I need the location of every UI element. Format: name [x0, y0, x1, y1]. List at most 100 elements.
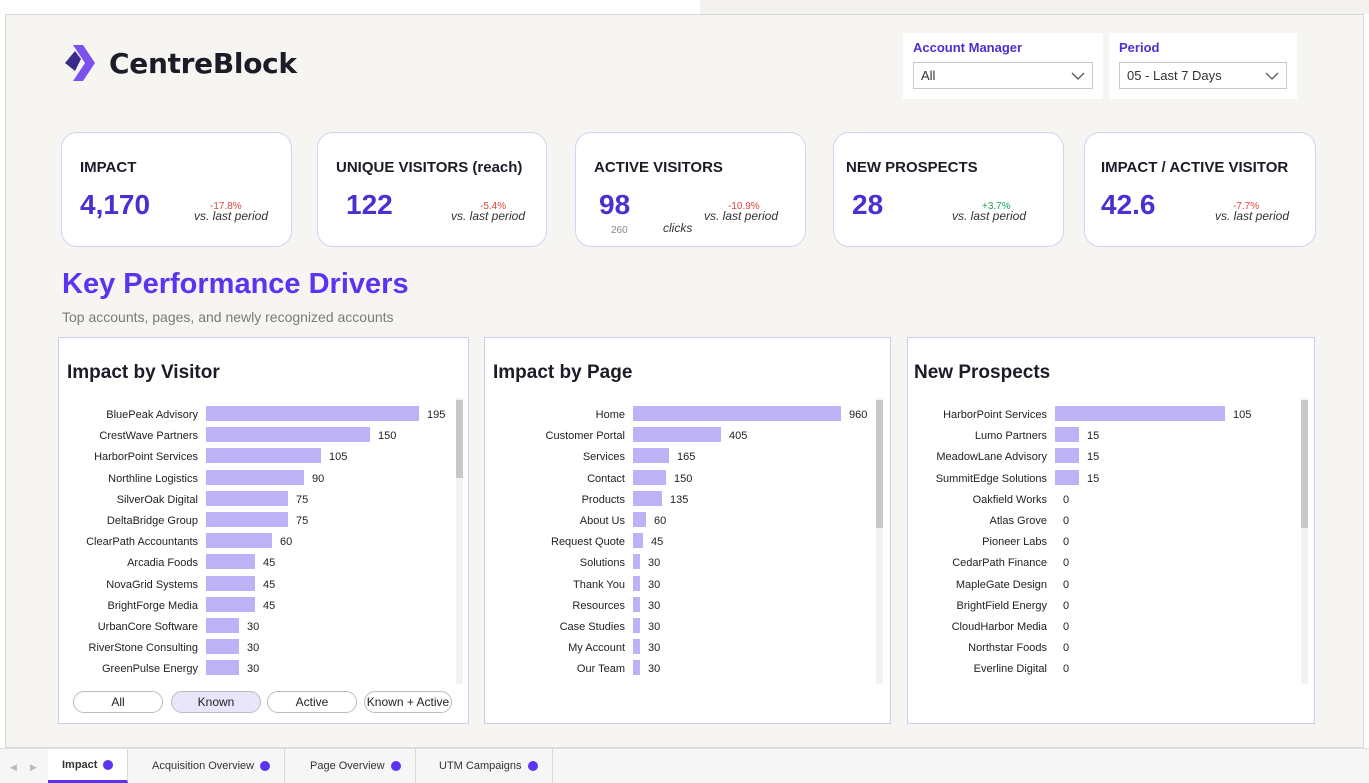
bar-value: 0 [1063, 578, 1070, 591]
bar-value: 45 [651, 536, 664, 549]
scrollbar[interactable] [876, 398, 883, 684]
bar-label: CloudHarbor Media [951, 621, 1047, 633]
bar[interactable] [633, 639, 640, 655]
bar-row[interactable]: Case Studies 30 [485, 617, 890, 638]
bar-row[interactable]: MeadowLane Advisory 15 [908, 447, 1314, 468]
bar[interactable] [633, 469, 666, 485]
bar-row[interactable]: Lumo Partners 15 [908, 426, 1314, 447]
bar[interactable] [206, 469, 304, 485]
bar[interactable] [633, 554, 640, 570]
bar-row[interactable]: Customer Portal 405 [485, 426, 890, 447]
bar-row[interactable]: ClearPath Accountants 60 [59, 532, 468, 553]
bar-row[interactable]: Products 135 [485, 490, 890, 511]
toggle-active[interactable]: Active [267, 691, 357, 713]
page-tab-bar: ◀ ▶ Impact Acquisition Overview Page Overv… [0, 748, 1369, 783]
bar[interactable] [206, 618, 239, 633]
scrollbar[interactable] [456, 398, 463, 684]
bar-value: 45 [263, 578, 276, 591]
bar-row[interactable]: RiverStone Consulting 30 [59, 638, 468, 659]
bar-row[interactable]: Solutions 30 [485, 553, 890, 574]
bar-row[interactable]: Atlas Grove 0 [908, 511, 1314, 532]
centreblock-logo-icon [65, 45, 95, 81]
bar[interactable] [633, 660, 640, 676]
bar-row[interactable]: Thank You 30 [485, 575, 890, 596]
bar-row[interactable]: DeltaBridge Group 75 [59, 511, 468, 532]
toggle-all[interactable]: All [73, 691, 163, 713]
bar-row[interactable]: Services 165 [485, 447, 890, 468]
period-dropdown[interactable]: 05 - Last 7 Days [1119, 62, 1287, 89]
bar-row[interactable]: HarborPoint Services 105 [908, 405, 1314, 426]
bar-row[interactable]: NovaGrid Systems 45 [59, 575, 468, 596]
bar-row[interactable]: BrightField Energy 0 [908, 596, 1314, 617]
bar-value: 30 [648, 599, 661, 612]
bar-row[interactable]: Arcadia Foods 45 [59, 553, 468, 574]
bar-value: 15 [1087, 451, 1100, 464]
bar[interactable] [633, 490, 662, 506]
scrollbar[interactable] [1301, 398, 1308, 684]
tab-page-overview[interactable]: Page Overview [296, 749, 416, 783]
tab-acquisition-overview[interactable]: Acquisition Overview [138, 749, 286, 783]
panel-new-prospects: New Prospects HarborPoint Services 105 Lum… [907, 337, 1315, 724]
bar-row[interactable]: BrightForge Media 45 [59, 596, 468, 617]
tab-utm-campaigns[interactable]: UTM Campaigns [425, 749, 553, 783]
toggle-known[interactable]: Known [171, 691, 261, 713]
bar-row[interactable]: SilverOak Digital 75 [59, 490, 468, 511]
bar[interactable] [206, 596, 255, 612]
bar-row[interactable]: Pioneer Labs 0 [908, 532, 1314, 553]
bar-row[interactable]: SummitEdge Solutions 15 [908, 469, 1314, 490]
bar[interactable] [633, 512, 646, 527]
bar[interactable] [206, 533, 272, 549]
bar-row[interactable]: Northstar Foods 0 [908, 638, 1314, 659]
bar[interactable] [206, 448, 321, 464]
toggle-known-active[interactable]: Known + Active [364, 691, 452, 713]
bar[interactable] [206, 427, 370, 443]
bar[interactable] [1055, 406, 1225, 421]
bar[interactable] [633, 427, 721, 443]
bar-row[interactable]: Our Team 30 [485, 659, 890, 680]
bar[interactable] [1055, 448, 1079, 464]
bar-row[interactable]: Everline Digital 0 [908, 659, 1314, 680]
scrollbar-thumb[interactable] [1301, 400, 1308, 528]
bar-row[interactable]: CloudHarbor Media 0 [908, 617, 1314, 638]
bar-row[interactable]: Home 960 [485, 405, 890, 426]
bar[interactable] [633, 596, 640, 612]
bar[interactable] [206, 512, 288, 527]
account-manager-dropdown[interactable]: All [913, 62, 1093, 89]
bar-row[interactable]: My Account 30 [485, 638, 890, 659]
bar-row[interactable]: MapleGate Design 0 [908, 575, 1314, 596]
bar[interactable] [633, 406, 841, 421]
bar[interactable] [1055, 427, 1079, 443]
bar-row[interactable]: Oakfield Works 0 [908, 490, 1314, 511]
bar[interactable] [206, 554, 255, 570]
bar[interactable] [206, 660, 239, 676]
bar-row[interactable]: GreenPulse Energy 30 [59, 659, 468, 680]
bar-row[interactable]: UrbanCore Software 30 [59, 617, 468, 638]
bar-row[interactable]: HarborPoint Services 105 [59, 447, 468, 468]
chevron-left-icon[interactable]: ◀ [10, 762, 17, 772]
chevron-right-icon[interactable]: ▶ [30, 762, 37, 772]
bar-row[interactable]: Northline Logistics 90 [59, 469, 468, 490]
bar-row[interactable]: Resources 30 [485, 596, 890, 617]
bar-row[interactable]: Contact 150 [485, 469, 890, 490]
bar-value: 30 [648, 578, 661, 591]
bar-row[interactable]: About Us 60 [485, 511, 890, 532]
tab-status-dot-icon [527, 761, 538, 771]
bar[interactable] [633, 575, 640, 591]
bar-value: 150 [674, 472, 693, 485]
tab-impact[interactable]: Impact [48, 749, 129, 783]
bar-label: RiverStone Consulting [88, 642, 198, 655]
bar-row[interactable]: CrestWave Partners 150 [59, 426, 468, 447]
bar[interactable] [633, 533, 643, 549]
bar[interactable] [633, 618, 640, 633]
bar-row[interactable]: BluePeak Advisory 195 [59, 405, 468, 426]
bar[interactable] [206, 406, 419, 421]
bar[interactable] [1055, 469, 1079, 485]
scrollbar-thumb[interactable] [456, 400, 463, 478]
scrollbar-thumb[interactable] [876, 400, 883, 528]
bar[interactable] [206, 639, 239, 655]
bar[interactable] [633, 448, 669, 464]
bar[interactable] [206, 490, 288, 506]
bar-row[interactable]: Request Quote 45 [485, 532, 890, 553]
bar[interactable] [206, 575, 255, 591]
bar-row[interactable]: CedarPath Finance 0 [908, 553, 1314, 574]
